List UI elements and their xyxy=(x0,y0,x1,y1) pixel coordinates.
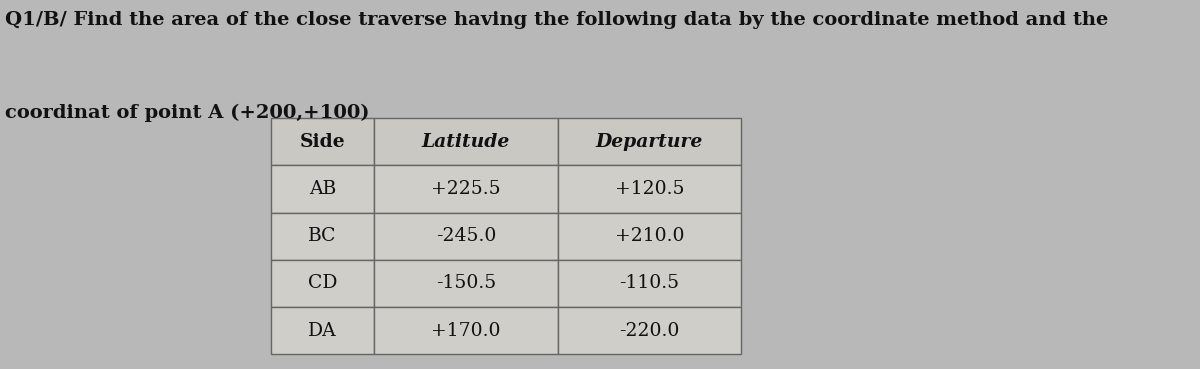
Text: Q1/B/ Find the area of the close traverse having the following data by the coord: Q1/B/ Find the area of the close travers… xyxy=(5,11,1109,29)
Text: coordinat of point A (+200,+100): coordinat of point A (+200,+100) xyxy=(5,103,370,121)
